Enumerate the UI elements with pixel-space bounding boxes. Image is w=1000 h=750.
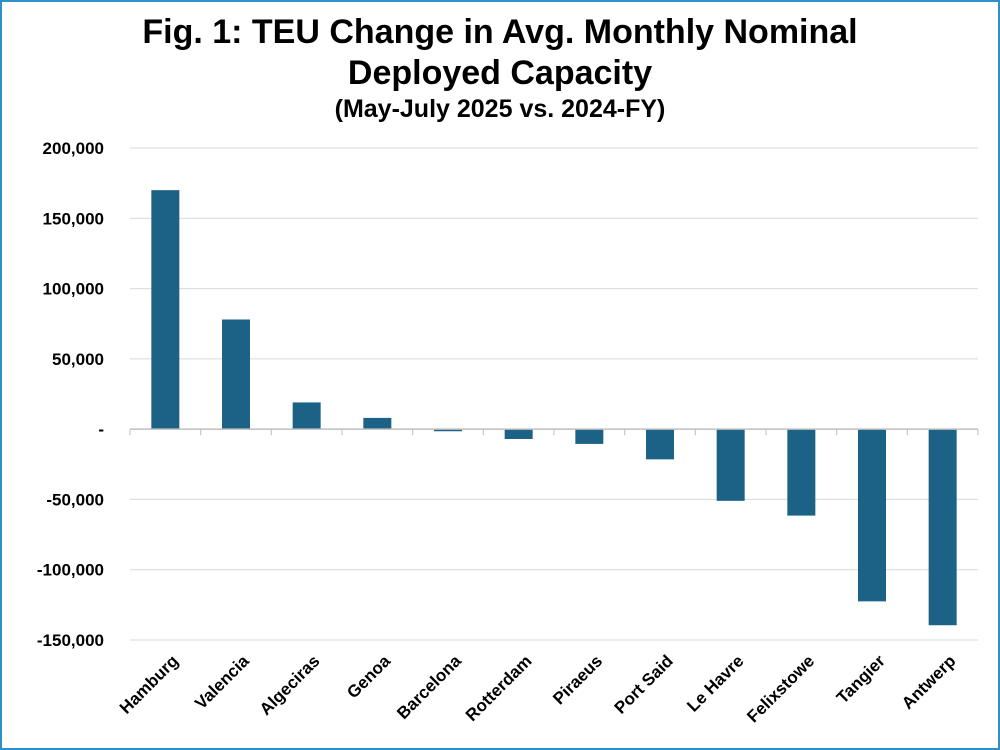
bar (292, 402, 321, 430)
x-tick-label: Algeciras (256, 651, 324, 719)
chart-subtitle: (May-July 2025 vs. 2024-FY) (334, 95, 666, 123)
bar (716, 429, 745, 501)
y-tick-label: 100,000 (43, 280, 104, 299)
bar (787, 429, 816, 516)
bar (575, 429, 604, 444)
x-tick-label: Barcelona (393, 651, 465, 723)
y-tick-label: 150,000 (43, 209, 104, 228)
bar (363, 417, 392, 430)
bar (858, 429, 886, 602)
x-tick-label: Tangier (833, 651, 889, 707)
bar (434, 429, 462, 432)
bar (222, 319, 250, 430)
x-tick-label: Felixstowe (743, 651, 818, 726)
x-tick-label: Piraeus (549, 651, 606, 708)
y-tick-label: -150,000 (37, 631, 104, 650)
x-tick-label: Valencia (191, 651, 253, 713)
chart-title-line-2: Deployed Capacity (347, 54, 653, 92)
y-tick-label: -50,000 (46, 490, 104, 509)
x-tick-label: Le Havre (683, 651, 747, 715)
y-tick-label: 200,000 (43, 139, 104, 158)
x-tick-label: Port Said (611, 651, 677, 717)
bar (151, 190, 180, 430)
x-tick-label: Genoa (343, 651, 394, 702)
x-tick-label: Antwerp (898, 651, 960, 713)
y-tick-label: - (98, 420, 104, 439)
y-tick-label: -100,000 (37, 561, 104, 580)
x-tick-label: Hamburg (116, 651, 182, 717)
bar (928, 429, 957, 626)
chart-title-line-1: Fig. 1: TEU Change in Avg. Monthly Nomin… (142, 13, 858, 51)
chart-title-block: Fig. 1: TEU Change in Avg. Monthly Nomin… (0, 12, 1000, 124)
bar (504, 429, 533, 439)
y-tick-label: 50,000 (52, 350, 104, 369)
bar (646, 429, 674, 460)
x-tick-label: Rotterdam (462, 651, 536, 725)
